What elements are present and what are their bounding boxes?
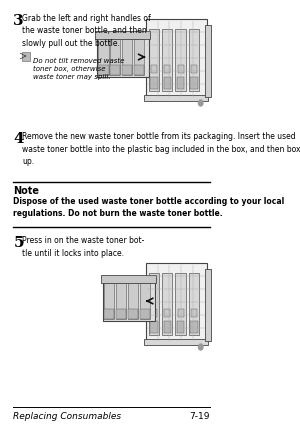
Bar — [140, 283, 150, 319]
Bar — [151, 66, 157, 74]
Bar — [140, 309, 150, 319]
Bar — [22, 53, 31, 62]
Bar — [176, 30, 186, 92]
Bar — [97, 38, 149, 78]
Bar — [128, 283, 138, 319]
Bar — [95, 32, 150, 40]
Bar — [177, 78, 184, 90]
Bar — [149, 273, 159, 335]
Bar — [134, 66, 144, 76]
Text: 3: 3 — [14, 14, 24, 28]
Bar — [205, 269, 211, 341]
Bar — [164, 78, 171, 90]
Text: Dispose of the used waste toner bottle according to your local
regulations. Do n: Dispose of the used waste toner bottle a… — [14, 196, 285, 218]
Bar — [110, 40, 120, 76]
Bar — [144, 339, 208, 345]
Bar — [162, 30, 172, 92]
Bar — [116, 309, 126, 319]
Bar — [164, 66, 170, 74]
Bar — [189, 30, 199, 92]
Text: Remove the new waste toner bottle from its packaging. Insert the used
waste tone: Remove the new waste toner bottle from i… — [22, 132, 300, 166]
Bar — [144, 96, 208, 102]
Circle shape — [199, 101, 203, 107]
Bar — [98, 40, 109, 76]
Bar — [178, 66, 184, 74]
Text: 7-19: 7-19 — [189, 411, 210, 420]
Bar — [150, 321, 158, 333]
Bar — [191, 66, 197, 74]
Bar — [151, 309, 157, 317]
Bar — [101, 275, 156, 283]
Bar — [134, 40, 144, 76]
Bar — [191, 309, 197, 317]
Bar — [149, 30, 159, 92]
Bar — [122, 66, 132, 76]
Bar — [104, 309, 115, 319]
Bar — [176, 273, 186, 335]
Text: Do not tilt removed waste
toner box, otherwise
waste toner may spill.: Do not tilt removed waste toner box, oth… — [33, 58, 124, 80]
Bar — [146, 263, 207, 341]
Text: 5: 5 — [14, 236, 24, 249]
Bar — [162, 273, 172, 335]
Bar — [104, 283, 115, 319]
Bar — [177, 321, 184, 333]
Bar — [178, 309, 184, 317]
Text: Grab the left and right handles of
the waste toner bottle, and then
slowly pull : Grab the left and right handles of the w… — [22, 14, 151, 48]
Text: 4: 4 — [14, 132, 24, 146]
Bar — [116, 283, 126, 319]
Bar — [128, 309, 138, 319]
Bar — [103, 281, 154, 321]
Bar — [110, 66, 120, 76]
Bar — [190, 78, 198, 90]
Bar — [189, 273, 199, 335]
Bar — [146, 20, 207, 98]
Bar — [98, 66, 109, 76]
Text: Press in on the waste toner bot-
tle until it locks into place.: Press in on the waste toner bot- tle unt… — [22, 236, 145, 257]
Bar — [164, 309, 170, 317]
Text: Replacing Consumables: Replacing Consumables — [14, 411, 122, 420]
Bar — [205, 26, 211, 98]
Circle shape — [199, 344, 203, 350]
Text: Note: Note — [14, 186, 39, 196]
Bar — [164, 321, 171, 333]
Bar — [150, 78, 158, 90]
Bar — [190, 321, 198, 333]
Bar — [122, 40, 132, 76]
